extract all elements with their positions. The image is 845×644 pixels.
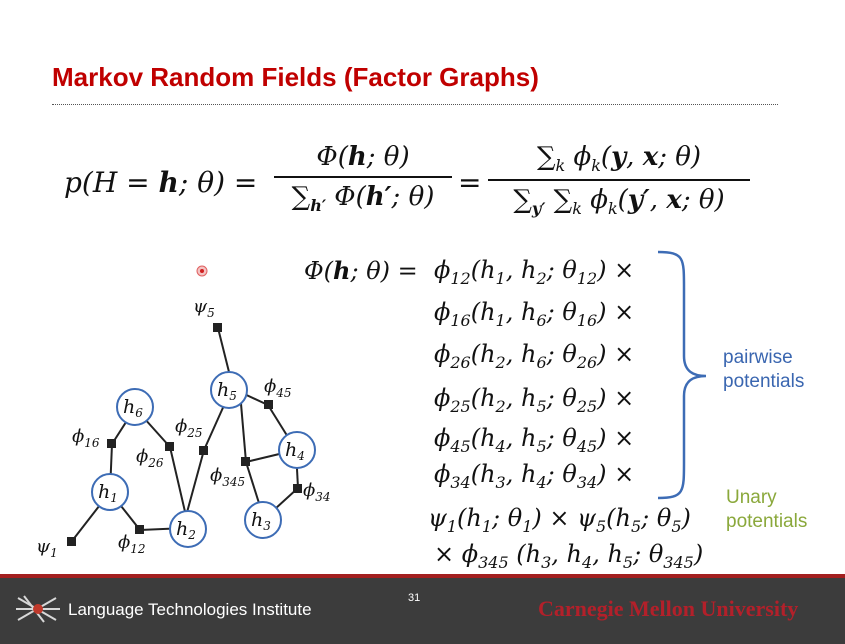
slide-title: Markov Random Fields (Factor Graphs) xyxy=(52,62,539,92)
node-h3 xyxy=(244,501,282,539)
pairwise-line: ϕ34(h3, h4; θ34) × xyxy=(434,460,635,492)
svg-text:ϕ34: ϕ34 xyxy=(303,480,331,504)
factor-phi12 xyxy=(135,525,144,534)
factor-phi16 xyxy=(107,439,116,448)
fraction-2: ∑k ϕk(y, x; θ) ∑y′ ∑k ϕk(y′, x; θ) xyxy=(488,142,750,218)
svg-text:ϕ12: ϕ12 xyxy=(118,532,146,556)
unary-line: ψ1(h1; θ1) × ψ5(h5; θ5) xyxy=(428,504,691,536)
svg-text:ϕ45: ϕ45 xyxy=(264,376,292,400)
factor-phi25 xyxy=(199,446,208,455)
pairwise-line: ϕ16(h1, h6; θ16) × xyxy=(434,298,635,330)
fraction-1-numerator: Φ(h; θ) xyxy=(316,142,410,172)
factor-phi34 xyxy=(293,484,302,493)
pairwise-line: ϕ45(h4, h5; θ45) × xyxy=(434,424,635,456)
fraction-2-numerator: ∑k ϕk(y, x; θ) xyxy=(536,142,702,175)
pairwise-brace xyxy=(657,250,707,500)
fraction-2-bar xyxy=(488,179,750,181)
higher-order-line: × ϕ345 (h3, h4, h5; θ345) xyxy=(434,540,704,572)
probability-equation: p(H = h; θ) = Φ(h; θ) ∑h′ Φ(h′; θ) = ∑k … xyxy=(62,138,762,228)
factor-phi345 xyxy=(241,457,250,466)
lti-logo-icon xyxy=(16,595,60,623)
page-number: 31 xyxy=(408,592,421,604)
factor-psi1 xyxy=(67,537,76,546)
pairwise-label-line: pairwise xyxy=(723,347,793,368)
node-h1 xyxy=(91,473,129,511)
factor-phi45 xyxy=(264,400,273,409)
factor-phi26 xyxy=(165,442,174,451)
node-h5 xyxy=(210,371,248,409)
factor-graph: h5 h6 h4 h1 h3 h2 ψ5 ϕ45 ϕ25 ϕ26 ϕ16 ϕ34… xyxy=(36,296,331,560)
equals-sign: = xyxy=(458,166,482,199)
fraction-1-denominator: ∑h′ Φ(h′; θ) xyxy=(291,182,435,215)
node-h6 xyxy=(116,388,154,426)
title-divider xyxy=(52,104,778,105)
svg-text:ψ5: ψ5 xyxy=(193,296,215,320)
factor-psi5 xyxy=(213,323,222,332)
unary-label-line: potentials xyxy=(726,511,808,532)
unary-label: Unary potentials xyxy=(726,486,807,534)
unary-label-line: Unary xyxy=(726,487,777,508)
pairwise-line: ϕ26(h2, h6; θ26) × xyxy=(434,340,635,372)
svg-text:ϕ16: ϕ16 xyxy=(72,426,100,450)
svg-text:ϕ25: ϕ25 xyxy=(175,416,203,440)
svg-text:ϕ26: ϕ26 xyxy=(136,446,164,470)
pairwise-line: ϕ25(h2, h5; θ25) × xyxy=(434,384,635,416)
university-name: Carnegie Mellon University xyxy=(538,596,799,621)
pairwise-line: ϕ12(h1, h2; θ12) × xyxy=(434,256,635,288)
node-h2 xyxy=(169,510,207,548)
footer-bar xyxy=(0,574,845,644)
institute-name: Language Technologies Institute xyxy=(68,600,312,619)
equation-lhs: p(H = h; θ) = xyxy=(64,166,258,199)
fraction-2-denominator: ∑y′ ∑k ϕk(y′, x; θ) xyxy=(513,185,725,218)
pointer-dot-icon xyxy=(196,265,208,277)
pairwise-label-line: potentials xyxy=(723,371,805,392)
svg-text:ψ1: ψ1 xyxy=(36,536,58,560)
svg-text:ϕ345: ϕ345 xyxy=(210,465,245,489)
factorization-lhs: Φ(h; θ) = xyxy=(304,256,418,285)
fraction-1-bar xyxy=(274,176,452,178)
node-h4 xyxy=(278,431,316,469)
fraction-1: Φ(h; θ) ∑h′ Φ(h′; θ) xyxy=(274,142,452,215)
pairwise-label: pairwise potentials xyxy=(723,346,804,394)
